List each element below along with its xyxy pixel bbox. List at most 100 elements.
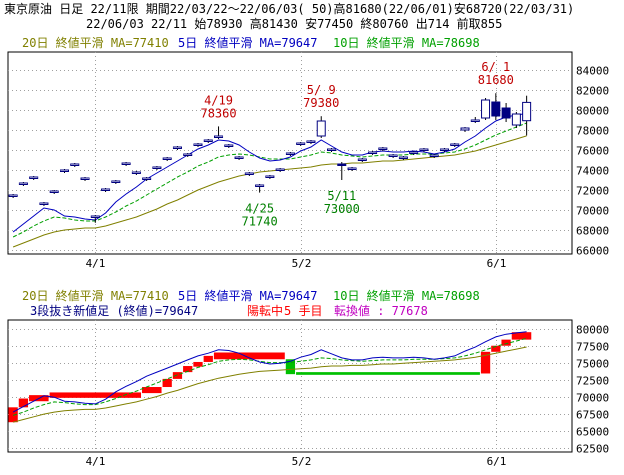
- y-tick-label: 82000: [576, 85, 609, 98]
- candle-body: [450, 143, 460, 146]
- candle-body: [409, 151, 419, 154]
- x-tick-label: 4/1: [86, 455, 106, 468]
- x-tick-label: 5/2: [292, 455, 312, 468]
- new-price-bar: [203, 355, 213, 362]
- candle-body: [470, 119, 480, 122]
- candle-body: [398, 156, 408, 159]
- new-price-count: 5 手目: [284, 304, 322, 318]
- candle-body: [255, 184, 265, 187]
- candle-body: [491, 101, 501, 117]
- new-price-info-prefix: 3段抜き新値足 (終値)=79647: [30, 303, 198, 318]
- new-price-bar: [8, 407, 18, 423]
- y-tick-label: 68000: [576, 225, 609, 238]
- y-tick-label: 62500: [576, 443, 609, 456]
- candle-body: [522, 101, 532, 122]
- new-price-bar: [183, 366, 193, 373]
- low-annotation-date: 5/11: [327, 189, 356, 203]
- new-price-bar: [501, 339, 511, 346]
- candle-body: [357, 158, 367, 161]
- new-price-bar: [285, 359, 296, 375]
- new-price-state: 陽転中: [247, 303, 283, 318]
- y-tick-label: 75000: [576, 358, 609, 371]
- y-tick-label: 70000: [576, 205, 609, 218]
- candle-body: [80, 177, 90, 180]
- y-tick-label: 72000: [576, 185, 609, 198]
- new-price-bar: [162, 378, 172, 388]
- new-price-bar: [480, 351, 491, 374]
- candle-body: [183, 153, 193, 156]
- ma-line-10: [12, 122, 527, 238]
- new-price-bar: [213, 352, 285, 360]
- y-tick-label: 78000: [576, 125, 609, 138]
- y-tick-label: 65000: [576, 426, 609, 439]
- candle-body: [59, 169, 69, 172]
- y-tick-label: 77500: [576, 341, 609, 354]
- candle-body: [316, 120, 326, 137]
- new-price-panel: 62500 65000 67500 70000 72500 75000 77500 80000…: [7, 319, 609, 468]
- candle-body: [244, 172, 254, 175]
- candle-body: [388, 154, 398, 157]
- new-price-turn-value: 転換値 : 77678: [334, 303, 428, 318]
- ma-legend-entry: 5日 終値平滑 MA=79647: [178, 288, 317, 303]
- new-price-bar: [142, 387, 162, 394]
- plot-frame: [7, 51, 573, 255]
- candle-body: [378, 147, 388, 150]
- header-line-1: 東京原油 日足 22/11限 期間22/03/22～22/06/03( 50)高…: [4, 1, 574, 16]
- candle-body: [368, 151, 378, 154]
- new-price-bar: [511, 332, 532, 340]
- candle-body: [306, 140, 316, 143]
- candle-body: [275, 168, 285, 171]
- y-tick-label: 72500: [576, 375, 609, 388]
- header-line-2: 22/06/03 22/11 始78930 高81430 安77450 終807…: [86, 16, 502, 31]
- x-tick-label: 5/2: [292, 257, 312, 270]
- plot-frame: [7, 319, 573, 453]
- candle-body: [285, 152, 295, 155]
- y-tick-label: 76000: [576, 145, 609, 158]
- new-price-bar: [491, 345, 501, 352]
- ma-line-5: [12, 331, 527, 413]
- new-price-bar: [193, 361, 203, 367]
- candle-body: [429, 154, 439, 157]
- y-tick-label: 80000: [576, 324, 609, 337]
- y-tick-label: 66000: [576, 245, 609, 258]
- ma-legend-entry: 20日 終値平滑 MA=77410: [22, 288, 169, 303]
- y-tick-label: 80000: [576, 105, 609, 118]
- candle-body: [131, 171, 141, 174]
- candle-body: [214, 135, 224, 138]
- bottom-ma-legend: 20日 終値平滑 MA=77410 5日 終値平滑 MA=79647 10日 終値平…: [22, 288, 480, 303]
- candle-body: [501, 107, 511, 119]
- high-annotation-date: 6/ 1: [481, 60, 510, 74]
- candle-body: [39, 202, 49, 205]
- candle-body: [511, 113, 521, 126]
- ma-legend-entry: 10日 終値平滑 MA=78698: [333, 35, 480, 50]
- new-price-bar: [296, 372, 480, 375]
- candle-body: [18, 182, 28, 185]
- candle-body: [327, 148, 337, 151]
- candle-body: [8, 194, 18, 197]
- low-annotation-date: 4/25: [245, 202, 274, 216]
- ma-line-20: [12, 135, 527, 248]
- candle-body: [419, 148, 429, 151]
- candle-body: [172, 146, 182, 149]
- ma-legend-entry: 20日 終値平滑 MA=77410: [22, 35, 169, 50]
- candle-body: [152, 166, 162, 169]
- candle-body: [296, 142, 306, 145]
- low-annotation-value: 71740: [242, 215, 278, 229]
- new-price-bar: [49, 392, 142, 398]
- y-tick-label: 67500: [576, 409, 609, 422]
- candle-body: [111, 180, 121, 183]
- candle-body: [265, 175, 275, 178]
- low-annotation-value: 73000: [324, 202, 360, 216]
- high-annotation-date: 4/19: [204, 93, 233, 107]
- y-tick-label: 70000: [576, 392, 609, 405]
- candle-body: [49, 190, 59, 193]
- high-annotation-value: 79380: [303, 96, 339, 110]
- candlestick-panel: 66000 68000 70000 72000 74000 76000 78000 80000…: [7, 51, 609, 270]
- ma-legend-entry: 10日 終値平滑 MA=78698: [333, 288, 480, 303]
- candle-body: [203, 139, 213, 142]
- y-tick-label: 74000: [576, 165, 609, 178]
- candle-body: [90, 215, 100, 218]
- top-ma-legend: 20日 終値平滑 MA=77410 5日 終値平滑 MA=79647 10日 終値平…: [22, 35, 480, 50]
- x-tick-label: 4/1: [86, 257, 106, 270]
- candle-body: [337, 163, 347, 166]
